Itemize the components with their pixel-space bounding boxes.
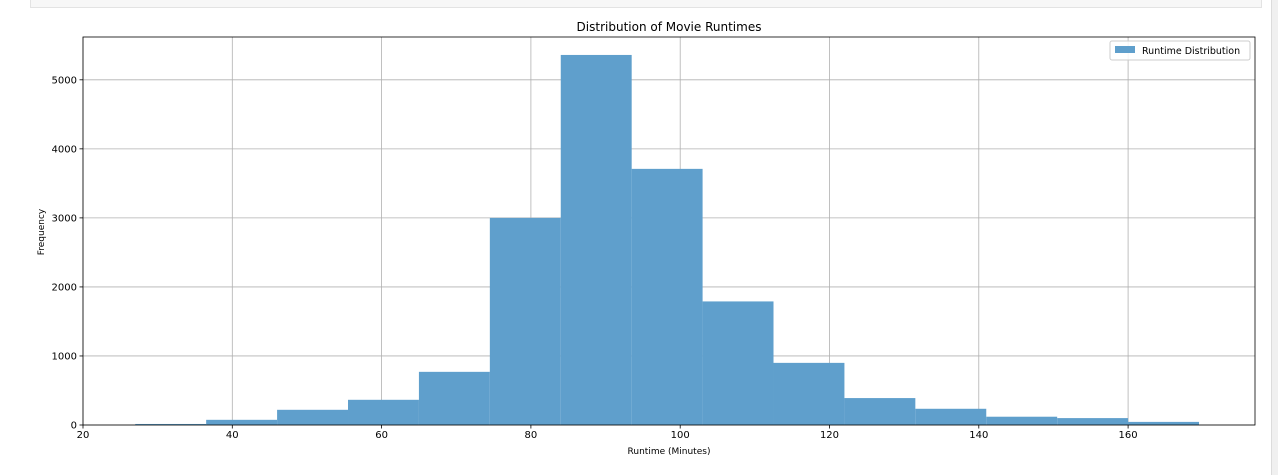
legend-label: Runtime Distribution xyxy=(1142,46,1240,57)
y-tick-label: 1000 xyxy=(52,351,77,362)
histogram-bar xyxy=(631,168,703,426)
histogram-bar xyxy=(915,408,987,425)
histogram-bar xyxy=(844,398,916,425)
x-tick-label: 60 xyxy=(375,430,388,441)
y-tick-label: 5000 xyxy=(52,75,77,86)
legend: Runtime Distribution xyxy=(1109,40,1251,61)
y-tick-label: 4000 xyxy=(52,144,77,155)
axes: 20 40 60 80 100 120 140 160 0 1000 2000 3000 4000 500… xyxy=(52,36,1256,441)
histogram-bar xyxy=(1057,418,1129,425)
histogram-bar xyxy=(489,217,561,425)
vertical-scrollbar[interactable] xyxy=(1271,0,1278,475)
x-tick-label: 100 xyxy=(671,430,690,441)
y-axis-label: Frequency xyxy=(37,208,47,255)
legend-box xyxy=(1109,40,1251,61)
histogram-bar xyxy=(348,399,419,425)
y-tick-label: 2000 xyxy=(52,282,77,293)
x-axis-label: Runtime (Minutes) xyxy=(628,447,711,457)
histogram-bars xyxy=(135,54,1200,426)
x-tick-label: 40 xyxy=(226,430,239,441)
legend-swatch xyxy=(1115,46,1135,53)
x-tick-label: 120 xyxy=(820,430,839,441)
x-tick-label: 140 xyxy=(969,430,988,441)
y-tick-label: 0 xyxy=(71,421,77,432)
histogram-bar xyxy=(1128,421,1200,425)
histogram-bar xyxy=(135,423,207,425)
chart-title: Distribution of Movie Runtimes xyxy=(577,20,762,34)
x-tick-label: 80 xyxy=(525,430,538,441)
histogram-bar xyxy=(560,54,632,426)
histogram-bar xyxy=(418,371,490,425)
x-tick-label: 20 xyxy=(77,430,90,441)
y-tick-label: 3000 xyxy=(52,213,77,224)
x-tick-label: 160 xyxy=(1119,430,1138,441)
histogram-bar xyxy=(702,301,774,425)
notebook-cell-bottom-edge xyxy=(30,0,1262,8)
histogram-bar xyxy=(277,409,349,425)
histogram-bar xyxy=(206,419,278,425)
histogram-bar xyxy=(986,416,1058,425)
histogram-bar xyxy=(773,362,845,425)
plot-frame xyxy=(82,36,1256,426)
